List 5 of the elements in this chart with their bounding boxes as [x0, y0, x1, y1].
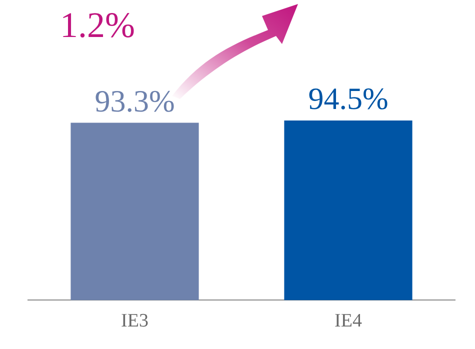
x-tick-label: IE3: [121, 310, 148, 332]
text: 1.2%: [60, 4, 135, 46]
data-label: 94.5%: [308, 81, 388, 116]
x-tick-label: IE4: [334, 310, 362, 332]
data-label: 93.3%: [94, 83, 175, 118]
